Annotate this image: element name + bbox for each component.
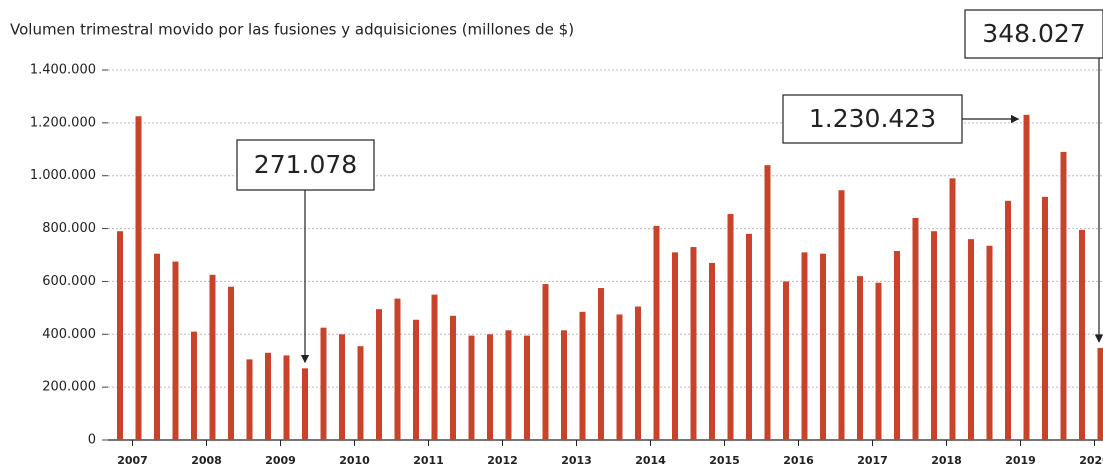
bar [653, 225, 660, 440]
bar [394, 298, 401, 440]
bar [1060, 151, 1067, 440]
bar [616, 314, 623, 440]
y-tick-label: 800.000 [42, 221, 96, 236]
bar [468, 335, 475, 440]
y-tick-label: 0 [88, 433, 96, 448]
bar [820, 253, 826, 440]
annotation-label: 271.078 [254, 150, 357, 179]
x-tick-label: 2015 [709, 454, 740, 467]
x-tick-label: 2019 [1005, 454, 1036, 467]
bar [228, 286, 234, 440]
bar [376, 309, 382, 440]
bar [894, 251, 900, 440]
bar [783, 281, 789, 440]
bar [135, 116, 142, 440]
annotation-label: 348.027 [982, 19, 1085, 48]
bar [265, 352, 271, 440]
bar [875, 282, 882, 440]
bar [838, 190, 845, 440]
x-tick-label: 2010 [339, 454, 370, 467]
y-tick-label: 1.000.000 [30, 168, 96, 183]
bar [727, 214, 734, 440]
bar [1079, 229, 1085, 440]
bar [598, 288, 604, 440]
x-tick-label: 2011 [413, 454, 444, 467]
bar [1042, 196, 1048, 440]
chart-title: Volumen trimestral movido por las fusion… [10, 21, 574, 39]
y-tick-label: 200.000 [42, 380, 96, 395]
bar [172, 261, 179, 440]
bar [246, 359, 253, 440]
bar [690, 247, 697, 440]
bar [986, 245, 993, 440]
bar [1023, 114, 1030, 441]
bar [117, 231, 123, 440]
annotation-label: 1.230.423 [809, 104, 936, 133]
y-tick-label: 400.000 [42, 327, 96, 342]
bar [505, 330, 512, 440]
x-tick-label: 2009 [265, 454, 296, 467]
bar [320, 327, 327, 440]
y-tick-label: 1.200.000 [30, 115, 96, 130]
bar [709, 262, 715, 440]
annotation-box [964, 9, 1103, 59]
bar [542, 284, 549, 440]
x-tick-label: 2016 [783, 454, 814, 467]
y-tick-label: 600.000 [42, 274, 96, 289]
y-tick-label: 1.400.000 [30, 63, 96, 78]
x-tick-label: 2020 [1079, 454, 1103, 467]
x-tick-label: 2007 [117, 454, 148, 467]
bar [209, 274, 216, 440]
annotation-box [236, 139, 375, 191]
bar [635, 306, 641, 440]
bar [154, 253, 160, 440]
bar [968, 239, 974, 440]
bar [801, 252, 808, 440]
bar [302, 368, 308, 440]
bar [672, 252, 678, 440]
bar [746, 233, 752, 440]
bar [912, 218, 919, 440]
bar [283, 355, 290, 440]
x-tick-label: 2008 [191, 454, 222, 467]
bar [857, 276, 863, 440]
bar [450, 315, 456, 440]
x-tick-label: 2014 [635, 454, 666, 467]
bar [764, 165, 771, 440]
x-tick-label: 2017 [857, 454, 888, 467]
bar [487, 334, 493, 440]
bar [413, 319, 419, 440]
bar [949, 178, 956, 440]
bar [339, 334, 345, 440]
bar [1097, 348, 1103, 440]
bar [524, 335, 530, 440]
x-tick-label: 2012 [487, 454, 518, 467]
bar [931, 231, 937, 440]
bar [431, 294, 438, 440]
bar [1005, 200, 1011, 440]
x-tick-label: 2013 [561, 454, 592, 467]
bar [561, 330, 567, 440]
bar [357, 346, 364, 440]
x-tick-label: 2018 [931, 454, 962, 467]
bar [191, 331, 197, 440]
bar [579, 311, 586, 440]
